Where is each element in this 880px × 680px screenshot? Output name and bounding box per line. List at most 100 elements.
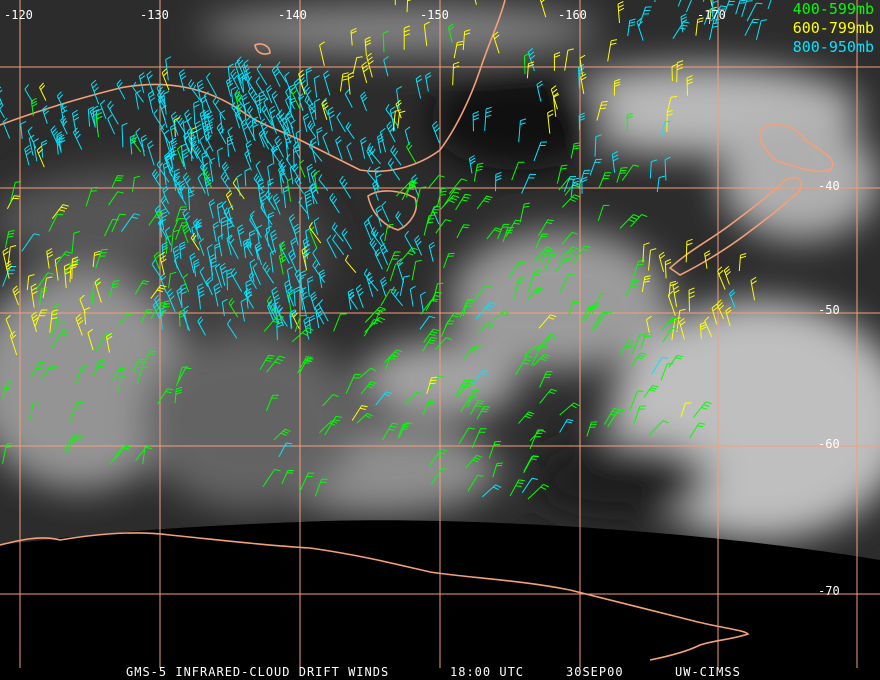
wind-barb [672,21,690,39]
wind-barb [226,318,238,339]
wind-barb [288,249,298,273]
wind-barb [190,136,197,162]
wind-barb [289,309,296,328]
wind-barb [472,111,480,132]
wind-barb [392,109,402,132]
latitude-label: -60 [818,437,840,451]
wind-barb [275,110,287,135]
wind-barb [333,313,347,332]
wind-barb [335,136,343,160]
wind-barb [266,355,286,373]
wind-barb [348,291,358,310]
wind-barb [2,266,17,287]
wind-barb [121,213,141,232]
wind-barb [220,171,232,193]
wind-barb [710,5,727,22]
wind-barb [351,405,368,421]
wind-barb [182,172,193,194]
wind-barb [539,0,547,18]
wind-barb [87,106,94,127]
wind-barb [277,109,291,134]
wind-barb [188,186,195,211]
wind-barb [716,299,725,320]
wind-barb [641,275,651,292]
wind-barb [626,112,633,132]
wind-barb [547,109,554,134]
product-title: GMS-5 INFRARED-CLOUD DRIFT WINDS [126,665,390,679]
longitude-label: -140 [278,8,307,22]
legend-400-599: 400-599mb [792,0,874,18]
wind-barb [513,277,525,299]
wind-barb [164,226,172,246]
wind-barb [414,235,423,256]
wind-barb [570,142,581,159]
wind-barb [395,99,402,119]
wind-barb [312,260,326,283]
wind-barb [363,218,372,240]
wind-barb [621,164,640,181]
wind-barb [292,163,302,184]
wind-barb [709,18,720,40]
wind-barb [267,211,275,232]
wind-barb [755,19,768,41]
wind-barb [399,275,410,296]
wind-barb [329,193,340,214]
wind-barb [648,248,657,271]
wind-barb [561,231,578,245]
wind-barb [430,467,448,486]
wind-barb [672,282,680,307]
wind-barb [308,102,316,127]
wind-barb [298,276,305,297]
wind-barb [355,284,364,308]
wind-barb [129,134,137,155]
wind-barb [526,61,535,79]
wind-barb [188,134,198,160]
wind-barb [384,223,394,242]
wind-barb [173,117,181,137]
wind-barb [291,327,314,343]
wind-barb [715,8,726,24]
wind-barb [662,327,678,343]
wind-barb [258,190,265,212]
wind-barb [555,257,573,272]
wind-barb [685,0,692,13]
wind-barb [471,428,487,449]
longitude-label: -160 [558,8,587,22]
wind-barb [603,408,620,425]
wind-barb [381,201,390,222]
wind-barb [631,334,646,355]
wind-barb [309,226,318,249]
wind-barb [279,240,287,263]
wind-barb [386,121,396,143]
wind-barb [112,367,126,382]
wind-barb [28,134,35,156]
wind-barb [366,52,374,78]
wind-barb [598,172,612,189]
wind-barb [230,68,240,90]
wind-barb [398,422,413,438]
wind-barb [680,402,692,418]
wind-barb [313,75,320,98]
wind-barb [423,214,435,236]
wind-barb [458,427,475,445]
wind-barb [197,173,206,194]
wind-barb [723,266,731,285]
wind-barb [181,148,189,170]
wind-barb [282,185,290,209]
wind-barb [492,31,500,54]
wind-barb [263,130,276,152]
wind-barb [738,253,747,272]
wind-barb [420,299,438,315]
wind-barb [267,163,274,186]
wind-barb [389,263,402,281]
wind-barb [476,195,493,210]
latitude-label: -70 [818,584,840,598]
wind-barb [69,263,77,283]
wind-barb [162,185,169,204]
wind-barb [9,181,22,203]
wind-barb [544,253,557,272]
wind-barb [118,375,126,393]
wind-barb [231,102,244,125]
wind-barb [476,322,495,334]
